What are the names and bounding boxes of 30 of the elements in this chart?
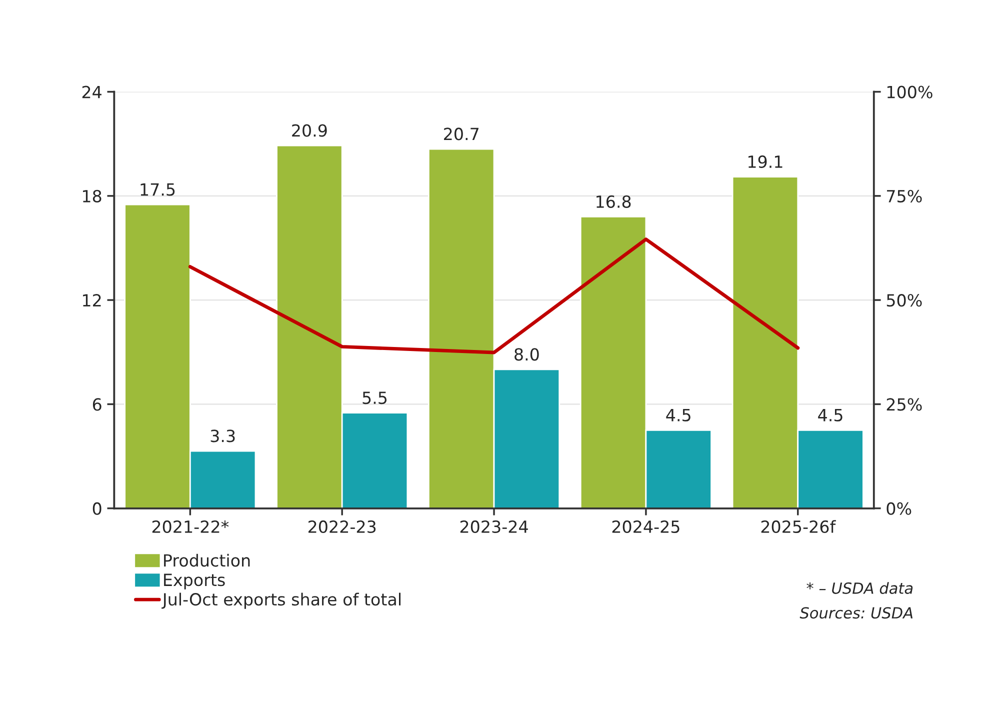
y2-tick-label: 100% — [887, 86, 932, 98]
y-tick-label: 12 — [83, 294, 101, 306]
data-label: 16.8 — [596, 195, 631, 208]
legend-label: Exports — [164, 574, 225, 590]
x-tick-label: 2025-26f — [761, 520, 836, 534]
y2-tick-label: 50% — [886, 294, 922, 307]
data-label: 20.7 — [444, 128, 478, 140]
data-label: 17.5 — [140, 183, 175, 196]
y-tick-label: 18 — [83, 190, 102, 202]
legend-label: Jul-Oct exports share of total — [162, 592, 400, 609]
data-label: 19.1 — [748, 155, 782, 168]
y-tick-label: 24 — [82, 86, 102, 98]
y-tick-label: 0 — [92, 502, 102, 515]
data-label: 3.3 — [210, 430, 235, 442]
y2-tick-label: 25% — [886, 398, 922, 411]
data-label: 20.9 — [292, 124, 327, 137]
x-tick-label: 2024-25 — [612, 520, 680, 534]
y2-tick-label: 0% — [886, 502, 912, 515]
y2-tick-label: 75% — [887, 190, 922, 202]
data-label: 5.5 — [362, 392, 387, 404]
x-tick-label: 2023-24 — [460, 520, 528, 534]
source-note: Sources: USDA — [800, 607, 913, 619]
data-label: 8.0 — [514, 348, 539, 361]
data-label: 4.5 — [666, 409, 690, 422]
data-label: 4.5 — [818, 409, 842, 422]
x-tick-label: 2022-23 — [308, 520, 376, 534]
text: * – USDA data — [806, 582, 913, 594]
x-tick-label: 2021-22* — [152, 520, 229, 534]
legend-label: Production — [164, 554, 250, 567]
y-tick-label: 6 — [92, 398, 102, 411]
